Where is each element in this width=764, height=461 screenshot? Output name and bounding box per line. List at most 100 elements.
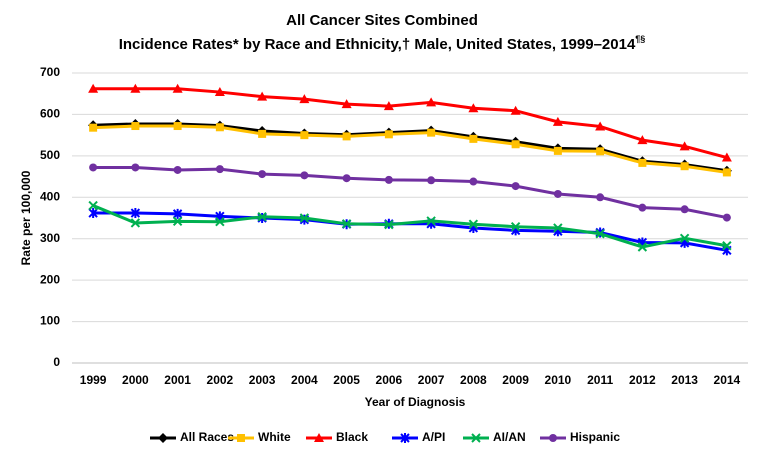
legend-marker <box>549 434 557 442</box>
marker-shape <box>214 87 225 97</box>
data-point <box>130 208 141 219</box>
marker-shape <box>383 101 394 111</box>
marker-shape <box>510 221 521 232</box>
data-point <box>595 121 606 131</box>
data-point <box>552 116 563 126</box>
data-point <box>722 241 732 251</box>
marker-shape <box>426 216 436 226</box>
marker-shape <box>552 116 563 126</box>
marker-shape <box>384 219 394 230</box>
data-point <box>89 163 98 172</box>
legend-label: All Races <box>180 430 234 444</box>
marker-shape <box>637 135 648 145</box>
marker-shape <box>300 131 309 140</box>
legend-item: White <box>228 430 291 444</box>
legend-item: Hispanic <box>540 430 620 444</box>
marker-shape <box>595 121 606 131</box>
subtitle-text: Incidence Rates* by Race and Ethnicity,†… <box>119 36 636 53</box>
data-point <box>638 158 647 167</box>
data-point <box>342 174 351 183</box>
data-point <box>511 182 520 191</box>
data-point <box>215 165 224 174</box>
marker-shape <box>638 203 647 212</box>
legend-label: A/PI <box>422 430 445 444</box>
y-tick-label: 400 <box>40 189 60 203</box>
marker-shape <box>314 433 324 442</box>
x-tick-label: 2002 <box>207 373 234 387</box>
data-point <box>553 223 563 233</box>
data-point <box>722 213 731 222</box>
series-line <box>93 87 728 159</box>
data-point <box>300 131 309 140</box>
marker-shape <box>722 241 732 251</box>
data-point <box>130 83 141 93</box>
data-point <box>427 176 436 185</box>
data-point <box>172 216 183 227</box>
marker-shape <box>258 129 267 138</box>
marker-shape <box>638 158 647 167</box>
data-point <box>299 94 310 104</box>
x-tick-label: 2010 <box>545 373 572 387</box>
marker-shape <box>131 163 140 172</box>
marker-shape <box>400 433 410 443</box>
x-tick-label: 1999 <box>80 373 107 387</box>
marker-shape <box>595 229 605 239</box>
marker-shape <box>215 217 225 227</box>
data-point <box>341 219 352 229</box>
marker-shape <box>172 216 183 227</box>
marker-shape <box>130 218 141 228</box>
data-point <box>469 134 478 143</box>
marker-shape <box>469 134 478 143</box>
y-tick-label: 200 <box>40 272 60 286</box>
legend-label: Black <box>336 430 368 444</box>
data-point <box>384 130 393 139</box>
x-tick-label: 2011 <box>587 373 613 387</box>
x-tick-label: 2000 <box>122 373 149 387</box>
marker-shape <box>721 152 732 162</box>
legend-label: Hispanic <box>570 430 620 444</box>
marker-shape <box>88 208 98 219</box>
marker-shape <box>299 213 310 223</box>
subtitle-superscript: ¶§ <box>635 34 645 44</box>
series-line <box>93 165 728 220</box>
data-point <box>680 205 689 214</box>
marker-shape <box>88 200 98 211</box>
data-point <box>172 208 183 219</box>
marker-shape <box>679 233 690 244</box>
marker-shape <box>300 171 309 180</box>
legend-marker <box>471 433 481 443</box>
marker-shape <box>426 97 437 107</box>
data-point <box>721 152 732 162</box>
data-point <box>680 162 689 171</box>
data-point <box>258 129 267 138</box>
marker-shape <box>89 123 98 132</box>
marker-shape <box>257 212 267 222</box>
marker-shape <box>130 83 141 93</box>
marker-shape <box>257 91 268 101</box>
y-tick-label: 500 <box>40 148 60 162</box>
legend-label: White <box>258 430 291 444</box>
data-point <box>300 171 309 180</box>
marker-shape <box>237 434 245 442</box>
legend-label: AI/AN <box>493 430 526 444</box>
marker-shape <box>88 83 99 93</box>
data-point <box>510 221 521 232</box>
marker-shape <box>680 205 689 214</box>
data-point <box>596 147 605 156</box>
data-point <box>679 233 690 244</box>
data-point <box>299 213 310 223</box>
marker-shape <box>172 208 183 219</box>
y-tick-label: 600 <box>40 107 60 121</box>
marker-shape <box>722 168 731 177</box>
marker-shape <box>510 105 521 115</box>
x-tick-label: 2006 <box>376 373 403 387</box>
marker-shape <box>173 165 182 174</box>
marker-shape <box>258 170 267 179</box>
data-point <box>553 146 562 155</box>
legend-item: Black <box>306 430 368 444</box>
marker-shape <box>469 177 478 186</box>
x-tick-label: 2003 <box>249 373 276 387</box>
data-point <box>215 217 225 227</box>
marker-shape <box>427 176 436 185</box>
data-point <box>426 216 436 226</box>
